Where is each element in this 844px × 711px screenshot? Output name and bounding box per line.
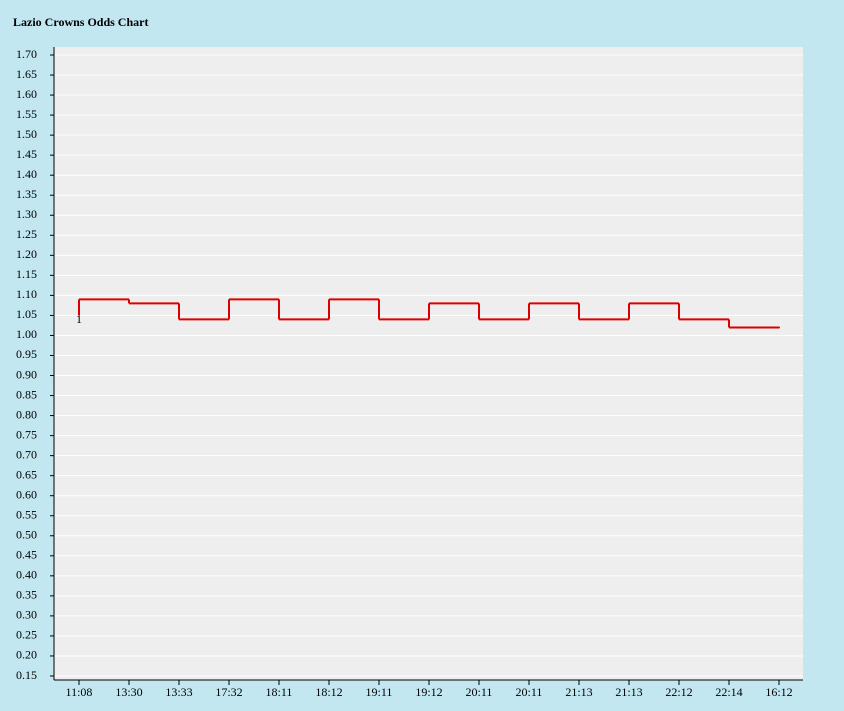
y-tick-label: 1.30 [16, 207, 37, 221]
y-tick-label: 1.20 [16, 247, 37, 261]
y-tick-label: 0.65 [16, 467, 37, 481]
y-tick-label: 1.00 [16, 327, 37, 341]
chart-title: Lazio Crowns Odds Chart [13, 15, 148, 29]
x-tick-label: 17:32 [215, 685, 242, 699]
y-tick-label: 0.90 [16, 367, 37, 381]
y-tick-label: 0.60 [16, 487, 37, 501]
y-tick-label: 0.20 [16, 648, 37, 662]
x-tick-label: 18:11 [266, 685, 293, 699]
y-tick-label: 1.35 [16, 187, 37, 201]
y-tick-label: 0.30 [16, 608, 37, 622]
x-tick-label: 22:12 [665, 685, 692, 699]
y-tick-label: 0.55 [16, 507, 37, 521]
series-label: 1 [76, 312, 82, 326]
x-tick-label: 21:13 [615, 685, 642, 699]
y-tick-label: 1.50 [16, 127, 37, 141]
plot-area [54, 47, 803, 680]
x-tick-label: 18:12 [315, 685, 342, 699]
x-tick-label: 13:33 [165, 685, 192, 699]
x-tick-label: 20:11 [516, 685, 543, 699]
y-tick-label: 0.75 [16, 427, 37, 441]
y-tick-label: 0.45 [16, 548, 37, 562]
y-tick-label: 1.10 [16, 287, 37, 301]
x-tick-label: 11:08 [66, 685, 93, 699]
y-tick-label: 1.55 [16, 107, 37, 121]
y-tick-label: 1.40 [16, 167, 37, 181]
y-tick-label: 0.80 [16, 407, 37, 421]
y-tick-label: 1.05 [16, 307, 37, 321]
x-tick-label: 19:11 [366, 685, 393, 699]
y-tick-label: 1.15 [16, 267, 37, 281]
x-tick-label: 19:12 [415, 685, 442, 699]
y-tick-label: 0.85 [16, 387, 37, 401]
y-tick-label: 1.60 [16, 87, 37, 101]
y-tick-label: 0.25 [16, 628, 37, 642]
y-tick-label: 0.70 [16, 447, 37, 461]
y-tick-label: 0.40 [16, 568, 37, 582]
step-end [778, 326, 780, 329]
y-tick-label: 0.95 [16, 347, 37, 361]
y-tick-label: 0.50 [16, 528, 37, 542]
y-tick-label: 1.70 [16, 47, 37, 61]
x-tick-label: 13:30 [115, 685, 142, 699]
x-tick-label: 20:11 [466, 685, 493, 699]
y-tick-label: 1.45 [16, 147, 37, 161]
y-tick-label: 0.35 [16, 588, 37, 602]
x-tick-label: 22:14 [715, 685, 742, 699]
x-tick-label: 21:13 [565, 685, 592, 699]
y-tick-label: 0.15 [16, 668, 37, 682]
y-tick-label: 1.25 [16, 227, 37, 241]
x-tick-label: 16:12 [765, 685, 792, 699]
y-tick-label: 1.65 [16, 67, 37, 81]
